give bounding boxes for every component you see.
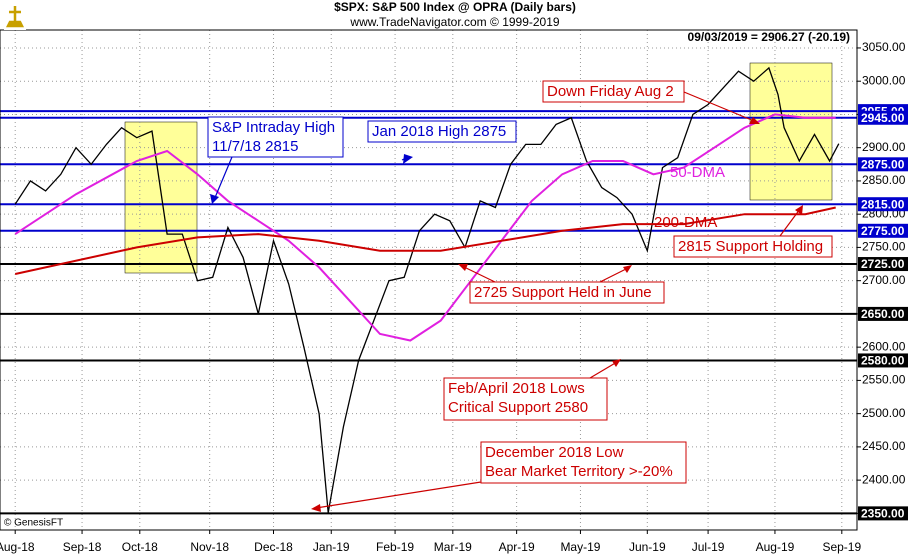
- y-tick-label: 2500.00: [862, 406, 906, 420]
- annotation-box: [673, 235, 833, 258]
- x-tick-label: May-19: [560, 540, 600, 554]
- annotation-text: 2725 Support Held in June: [474, 284, 652, 301]
- level-label: 2775.00: [861, 224, 905, 238]
- lines: [14, 66, 840, 513]
- arrows: [210, 91, 803, 512]
- level-label-box: [858, 353, 908, 368]
- annotation-text: Down Friday Aug 2: [547, 83, 674, 100]
- x-tick-label: Dec-18: [254, 540, 293, 554]
- annotation-box: [367, 120, 517, 143]
- annotation-text: Feb/April 2018 Lows: [448, 380, 585, 397]
- x-tick-label: Sep-18: [63, 540, 102, 554]
- annotation-text: 2815 Support Holding: [678, 238, 823, 255]
- x-tick-label: Feb-19: [376, 540, 414, 554]
- annotation-box: [443, 377, 608, 421]
- x-tick-label: Nov-18: [190, 540, 229, 554]
- x-tick-label: Apr-19: [499, 540, 535, 554]
- annotation-text: 11/7/18 2815: [212, 138, 298, 155]
- x-tick-label: Jul-19: [692, 540, 725, 554]
- annotation-text: S&P Intraday High: [212, 119, 335, 136]
- x-tick-label: Oct-18: [122, 540, 158, 554]
- x-tick-label: Jun-19: [629, 540, 666, 554]
- logo: [4, 4, 26, 30]
- y-tick-label: 2400.00: [862, 472, 906, 486]
- chart-subtitle: www.TradeNavigator.com © 1999-2019: [349, 15, 559, 29]
- credit: © GenesisFT: [4, 518, 63, 529]
- y-tick-label: 2700.00: [862, 273, 906, 287]
- level-label: 2580.00: [861, 354, 905, 368]
- levels: [0, 110, 857, 515]
- level-label: 2945.00: [861, 111, 905, 125]
- y-tick-label: 2600.00: [862, 339, 906, 353]
- price-line: [14, 66, 840, 513]
- annotation-text: Critical Support 2580: [448, 399, 588, 416]
- moving-average-line: [14, 113, 836, 342]
- annotation-text: December 2018 Low: [485, 444, 624, 461]
- moving-average-line: [14, 206, 836, 275]
- last-quote: 09/03/2019 = 2906.27 (-20.19): [688, 30, 850, 44]
- annotation-text: Bear Market Territory >-20%: [485, 463, 673, 480]
- level-label-box: [858, 197, 908, 212]
- plot-frame: [0, 29, 858, 531]
- level-label: 2350.00: [861, 507, 905, 521]
- x-tick-label: Aug-18: [0, 540, 35, 554]
- y-tick-label: 2750.00: [862, 240, 906, 254]
- level-label: 2815.00: [861, 197, 905, 211]
- y-tick-label: 3000.00: [862, 73, 906, 87]
- annotation-box: [480, 441, 687, 484]
- annotation-text: 50-DMA: [670, 164, 725, 181]
- level-label-box: [858, 157, 908, 172]
- annotations: S&P Intraday High 11/7/18 2815 Jan 2018 Hi…: [207, 80, 833, 484]
- highlight-box: [124, 121, 198, 274]
- y-tick-label: 2450.00: [862, 439, 906, 453]
- level-label-box: [858, 257, 908, 272]
- annotation-box: [207, 116, 344, 158]
- y-tick-label: 2550.00: [862, 373, 906, 387]
- x-tick-label: Aug-19: [756, 540, 795, 554]
- level-label-box: [858, 506, 908, 521]
- annotation-box: [469, 281, 665, 304]
- highlight-box: [749, 62, 833, 201]
- level-label-box: [858, 306, 908, 321]
- x-tick-label: Mar-19: [434, 540, 472, 554]
- y-tick-label: 3050.00: [862, 40, 906, 54]
- level-label-box: [858, 223, 908, 238]
- annotation-text: Jan 2018 High 2875: [372, 123, 506, 140]
- level-label: 2725.00: [861, 257, 905, 271]
- annotation-box: [542, 80, 685, 103]
- level-label: 2650.00: [861, 307, 905, 321]
- level-label-box: [858, 110, 908, 125]
- level-label: 2875.00: [861, 157, 905, 171]
- annotation-text: 200-DMA: [654, 214, 717, 231]
- y-tick-label: 2850.00: [862, 173, 906, 187]
- x-tick-label: Jan-19: [313, 540, 350, 554]
- x-tick-label: Sep-19: [822, 540, 861, 554]
- y-tick-label: 2900.00: [862, 140, 906, 154]
- chart-title: $SPX: S&P 500 Index @ OPRA (Daily bars): [334, 0, 576, 14]
